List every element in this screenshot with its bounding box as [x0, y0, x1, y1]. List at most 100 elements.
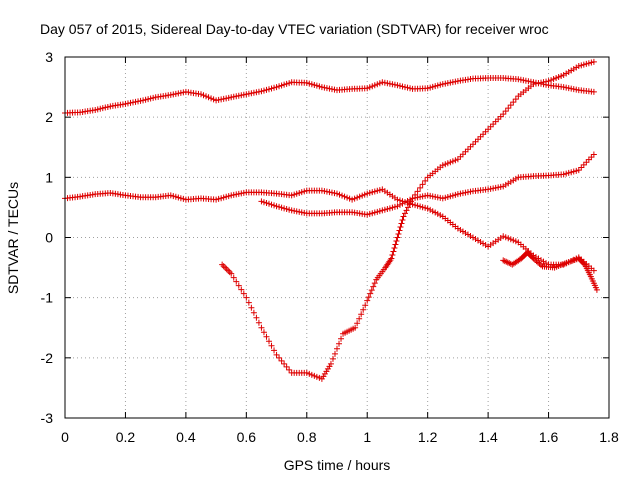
grid-layer [65, 57, 609, 418]
data-point [303, 79, 310, 86]
data-point [402, 84, 408, 91]
data-point [467, 143, 474, 150]
data-point [379, 207, 386, 214]
data-point [338, 335, 345, 342]
data-point [255, 88, 262, 95]
data-point [397, 223, 404, 230]
data-point [414, 202, 421, 209]
data-point [570, 86, 577, 93]
data-point [283, 80, 290, 87]
data-point [394, 234, 401, 241]
data-point [298, 189, 305, 196]
data-point [172, 193, 179, 200]
data-point [417, 184, 424, 191]
data-point [358, 311, 365, 318]
data-point [470, 141, 476, 148]
data-point [459, 151, 466, 158]
data-point [495, 116, 502, 123]
data-point [364, 297, 371, 304]
data-point [311, 372, 318, 379]
data-point [263, 333, 270, 340]
data-point [432, 209, 439, 216]
data-point [318, 84, 325, 91]
data-point [180, 195, 187, 202]
data-point [395, 230, 402, 237]
data-point [235, 282, 242, 289]
data-point [399, 200, 406, 207]
data-point [356, 193, 363, 200]
x-tick-label: 1.8 [599, 429, 619, 445]
data-point [391, 81, 398, 88]
data-point [462, 189, 469, 196]
data-point [200, 92, 207, 99]
data-point [220, 263, 227, 270]
data-point [384, 80, 391, 87]
data-point [371, 209, 378, 216]
data-point [429, 193, 436, 200]
data-point [402, 199, 408, 206]
data-point [580, 161, 587, 168]
data-point [313, 373, 320, 380]
data-point [371, 82, 378, 89]
data-point [142, 96, 149, 103]
data-point [444, 193, 451, 200]
data-point [293, 208, 300, 215]
data-point [432, 193, 439, 200]
data-point [449, 158, 456, 165]
data-point [573, 167, 580, 174]
data-point [250, 309, 257, 316]
data-point [235, 92, 242, 99]
data-points [62, 58, 600, 382]
data-point [281, 360, 288, 367]
data-point [243, 91, 250, 98]
x-tick-label: 0.4 [176, 429, 196, 445]
data-point [439, 162, 446, 169]
data-point [366, 189, 373, 196]
data-point [439, 195, 446, 202]
data-point [225, 193, 232, 200]
data-point [459, 190, 466, 197]
data-point [278, 82, 285, 89]
data-point [447, 159, 454, 166]
data-point [370, 283, 377, 290]
data-point [384, 206, 391, 213]
data-point [278, 357, 285, 364]
data-point [399, 83, 406, 90]
data-point [245, 299, 252, 306]
data-point [578, 164, 585, 171]
data-point [388, 255, 395, 262]
data-point [490, 185, 497, 192]
data-point [520, 77, 527, 84]
data-point [545, 78, 552, 85]
data-point [352, 324, 359, 331]
data-point [447, 193, 454, 200]
data-point [364, 85, 371, 92]
data-point [228, 270, 235, 277]
data-point [321, 188, 328, 195]
data-point [326, 189, 333, 196]
y-tick-label: -2 [41, 350, 54, 366]
data-point [243, 294, 250, 301]
data-point [457, 190, 464, 197]
data-point [286, 366, 293, 373]
data-point [402, 210, 408, 217]
data-point [487, 123, 494, 130]
data-point [360, 306, 367, 313]
data-point [215, 195, 222, 202]
data-point [447, 79, 454, 86]
data-point [222, 264, 229, 271]
data-point [417, 193, 424, 200]
data-point [391, 245, 398, 252]
data-point [356, 315, 363, 322]
data-point [215, 96, 222, 103]
data-point [406, 201, 413, 208]
data-point [223, 95, 230, 102]
data-point [374, 187, 381, 194]
data-point [517, 76, 524, 83]
data-point [437, 212, 444, 219]
data-point [485, 126, 492, 133]
series-satellite-c [258, 151, 597, 218]
data-point [273, 351, 280, 358]
data-point [444, 160, 451, 167]
